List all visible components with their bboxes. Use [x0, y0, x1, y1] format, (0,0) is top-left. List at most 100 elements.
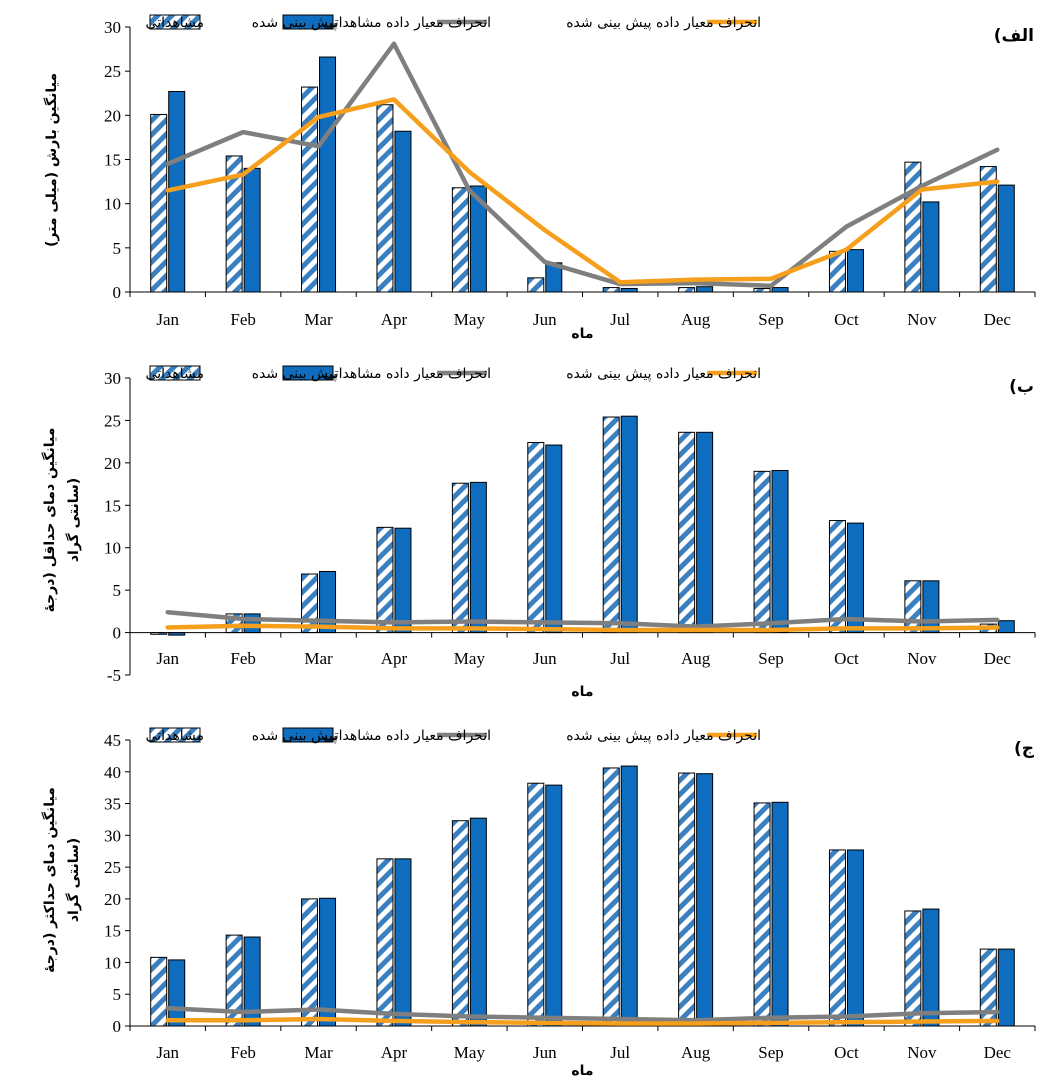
- legend-label-observed: مشاهداتی: [146, 728, 204, 744]
- bar-observed-aug: [678, 287, 696, 293]
- bar-predicted-sep: [771, 801, 789, 1027]
- legend-label-predicted-sd: انحراف معیار داده پیش بینی شده: [566, 15, 761, 31]
- bar-predicted-aug: [696, 286, 714, 293]
- legend-label-predicted-sd: انحراف معیار داده پیش بینی شده: [566, 366, 761, 382]
- bar-predicted-jul: [620, 765, 638, 1027]
- bar-predicted-sep: [771, 469, 789, 634]
- bar-predicted-feb: [243, 167, 261, 293]
- panel-label: (ب: [1009, 377, 1034, 397]
- legend-label-observed: مشاهداتی: [146, 15, 204, 31]
- bar-observed-sep: [753, 470, 771, 634]
- x-tick-label-jul: Jul: [610, 649, 630, 668]
- bar-predicted-dec: [997, 620, 1015, 634]
- x-tick-label-mar: Mar: [304, 649, 333, 668]
- y-tick-label: -5: [107, 666, 121, 685]
- x-tick-label-jun: Jun: [533, 649, 557, 668]
- x-tick-label-aug: Aug: [681, 649, 711, 668]
- legend-label-observed-sd: انحراف معیار داده مشاهداتی: [323, 366, 491, 382]
- y-axis-title-line: سانتی گراد): [65, 838, 82, 922]
- bar-predicted-nov: [922, 580, 940, 634]
- x-tick-label-oct: Oct: [834, 310, 859, 329]
- bar-observed-jun: [527, 782, 545, 1027]
- y-tick-label: 25: [104, 411, 121, 430]
- x-tick-label-nov: Nov: [907, 649, 937, 668]
- x-tick-label-mar: Mar: [304, 310, 333, 329]
- x-tick-label-aug: Aug: [681, 310, 711, 329]
- legend-swatch-predicted: [282, 365, 334, 381]
- bar-predicted-dec: [997, 948, 1015, 1027]
- y-tick-label: 45: [104, 731, 121, 750]
- bar-predicted-oct: [846, 849, 864, 1027]
- line-predicted-sd: [165, 1016, 1000, 1026]
- bar-predicted-jun: [545, 444, 563, 634]
- x-tick-label-nov: Nov: [907, 310, 937, 329]
- y-tick-label: 20: [104, 454, 121, 473]
- x-tick-label-jun: Jun: [533, 1043, 557, 1062]
- y-tick-label: 0: [113, 283, 122, 302]
- x-tick-label-sep: Sep: [758, 310, 784, 329]
- y-tick-label: 5: [113, 985, 122, 1004]
- y-axis-title-line: سانتی گراد): [65, 478, 82, 562]
- bar-predicted-may: [469, 481, 487, 634]
- bar-predicted-apr: [394, 858, 412, 1027]
- bar-observed-jun: [527, 277, 545, 293]
- bar-predicted-mar: [319, 56, 337, 293]
- y-tick-label: 25: [104, 858, 121, 877]
- bar-predicted-aug: [696, 431, 714, 634]
- x-tick-label-may: May: [454, 310, 486, 329]
- bar-predicted-oct: [846, 522, 864, 634]
- y-axis-title-line: میانگین دمای حداقل (درجهٔ: [41, 428, 58, 613]
- y-axis-title: میانگین بارش (میلی متر): [43, 73, 60, 247]
- bar-observed-aug: [678, 772, 696, 1027]
- bar-observed-sep: [753, 287, 771, 293]
- legend-swatch-predicted: [282, 727, 334, 743]
- bar-observed-apr: [376, 526, 394, 634]
- x-tick-label-sep: Sep: [758, 649, 784, 668]
- x-tick-label-dec: Dec: [984, 649, 1012, 668]
- bar-observed-apr: [376, 104, 394, 293]
- x-tick-label-oct: Oct: [834, 1043, 859, 1062]
- y-tick-label: 0: [113, 1017, 122, 1036]
- bar-predicted-nov: [922, 201, 940, 293]
- bar-predicted-aug: [696, 773, 714, 1027]
- chart-panel-1: 0 5 10 15 20 25 30 Jan Feb Mar Apr May Jun Jul Aug Sep O…: [43, 14, 1036, 342]
- legend-label-observed-sd: انحراف معیار داده مشاهداتی: [323, 728, 491, 744]
- bar-observed-sep: [753, 802, 771, 1027]
- y-tick-label: 25: [104, 62, 121, 81]
- x-tick-label-apr: Apr: [381, 1043, 408, 1062]
- bar-observed-mar: [301, 573, 319, 634]
- legend-label-predicted: پیش بینی شده: [252, 728, 337, 744]
- bar-predicted-mar: [319, 897, 337, 1027]
- bar-observed-oct: [828, 520, 846, 634]
- y-tick-label: 10: [104, 953, 121, 972]
- x-tick-label-feb: Feb: [230, 649, 256, 668]
- x-tick-label-dec: Dec: [984, 1043, 1012, 1062]
- bar-observed-may: [451, 820, 469, 1027]
- legend-swatch-observed: [149, 365, 201, 381]
- x-tick-label-aug: Aug: [681, 1043, 711, 1062]
- x-axis-title: ماه: [571, 1063, 593, 1079]
- panel-label: (ج: [1014, 739, 1035, 759]
- bar-observed-jul: [602, 416, 620, 634]
- x-tick-label-mar: Mar: [304, 1043, 333, 1062]
- bar-observed-nov: [904, 161, 922, 293]
- chart-panel-3: 0 5 10 15 20 25 30 35 40 45 Jan Feb Mar Apr May Jun Jul A…: [41, 727, 1036, 1079]
- y-tick-label: 20: [104, 890, 121, 909]
- bar-predicted-apr: [394, 130, 412, 293]
- y-tick-label: 5: [113, 581, 122, 600]
- x-tick-label-may: May: [454, 1043, 486, 1062]
- bar-observed-jul: [602, 767, 620, 1027]
- bar-predicted-nov: [922, 908, 940, 1027]
- line-predicted-sd: [165, 623, 1000, 633]
- bar-observed-oct: [828, 849, 846, 1027]
- x-tick-label-jan: Jan: [156, 310, 179, 329]
- bar-predicted-may: [469, 817, 487, 1027]
- bar-observed-jan: [150, 956, 168, 1027]
- legend-swatch-predicted: [282, 14, 334, 30]
- x-tick-label-apr: Apr: [381, 310, 408, 329]
- x-axis-title: ماه: [571, 326, 593, 342]
- line-observed-sd: [165, 41, 1000, 289]
